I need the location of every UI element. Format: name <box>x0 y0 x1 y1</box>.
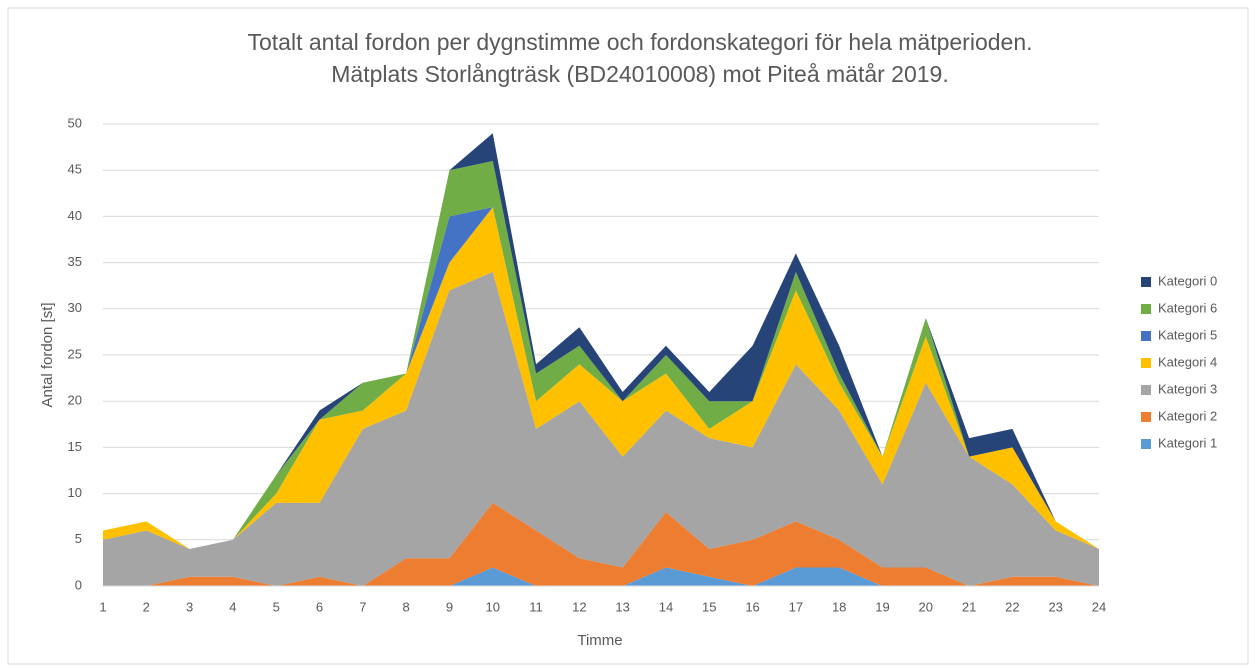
legend-label: Kategori 1 <box>1158 435 1217 450</box>
legend-label: Kategori 3 <box>1158 381 1217 396</box>
x-tick-label: 2 <box>143 599 150 614</box>
chart-title: Totalt antal fordon per dygnstimme och f… <box>248 29 1033 55</box>
x-tick-label: 21 <box>962 599 976 614</box>
x-tick-label: 12 <box>572 599 586 614</box>
x-tick-label: 7 <box>359 599 366 614</box>
x-tick-label: 9 <box>446 599 453 614</box>
x-tick-label: 22 <box>1005 599 1019 614</box>
x-tick-label: 3 <box>186 599 193 614</box>
y-tick-label: 35 <box>68 254 82 269</box>
area <box>103 502 1099 586</box>
x-tick-label: 4 <box>229 599 236 614</box>
legend-swatch <box>1141 385 1151 395</box>
x-tick-label: 23 <box>1048 599 1062 614</box>
x-axis-label: Timme <box>577 632 622 649</box>
y-tick-label: 50 <box>68 115 82 130</box>
y-tick-label: 45 <box>68 162 82 177</box>
y-axis-label: Antal fordon [st] <box>39 302 56 407</box>
y-tick-label: 10 <box>68 485 82 500</box>
x-tick-label: 14 <box>659 599 673 614</box>
y-tick-label: 40 <box>68 208 82 223</box>
x-tick-label: 24 <box>1092 599 1106 614</box>
legend-swatch <box>1141 277 1151 287</box>
x-tick-label: 15 <box>702 599 716 614</box>
x-tick-label: 11 <box>529 599 543 614</box>
x-tick-label: 20 <box>919 599 933 614</box>
x-tick-label: 17 <box>789 599 803 614</box>
x-tick-label: 13 <box>615 599 629 614</box>
y-tick-label: 20 <box>68 393 82 408</box>
y-tick-label: 30 <box>68 300 82 315</box>
y-tick-label: 5 <box>75 531 82 546</box>
y-tick-label: 15 <box>68 439 82 454</box>
legend-label: Kategori 6 <box>1158 300 1217 315</box>
legend-swatch <box>1141 412 1151 422</box>
x-tick-label: 16 <box>745 599 759 614</box>
legend-swatch <box>1141 331 1151 341</box>
y-tick-label: 0 <box>75 577 82 592</box>
legend-swatch <box>1141 439 1151 449</box>
area <box>103 271 1099 586</box>
legend-label: Kategori 0 <box>1158 273 1217 288</box>
area <box>103 567 1099 586</box>
x-tick-label: 19 <box>875 599 889 614</box>
x-tick-label: 8 <box>403 599 410 614</box>
legend-swatch <box>1141 358 1151 368</box>
legend-label: Kategori 2 <box>1158 408 1217 423</box>
legend-label: Kategori 4 <box>1158 354 1217 369</box>
legend-label: Kategori 5 <box>1158 327 1217 342</box>
x-tick-label: 10 <box>486 599 500 614</box>
x-tick-label: 6 <box>316 599 323 614</box>
x-tick-label: 1 <box>99 599 106 614</box>
y-tick-label: 25 <box>68 346 82 361</box>
x-tick-label: 18 <box>832 599 846 614</box>
chart-title: Mätplats Storlångträsk (BD24010008) mot … <box>331 61 949 87</box>
legend-swatch <box>1141 304 1151 314</box>
x-tick-label: 5 <box>273 599 280 614</box>
